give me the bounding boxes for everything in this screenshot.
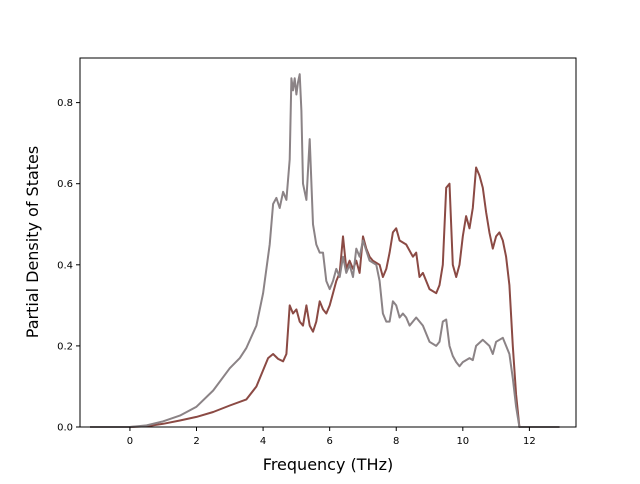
y-axis-label: Partial Density of States [23, 146, 42, 338]
x-tick-label: 4 [260, 436, 266, 447]
x-tick-label: 10 [456, 436, 469, 447]
y-tick-label: 0.2 [57, 341, 73, 352]
series-line-1 [90, 166, 560, 428]
plot-frame [79, 57, 577, 428]
x-axis-ticks: 0 2 4 6 8 10 12 [127, 427, 536, 447]
x-tick-label: 0 [127, 436, 133, 447]
series-line-2 [90, 73, 560, 428]
y-tick-label: 0.4 [57, 260, 73, 271]
x-tick-label: 8 [393, 436, 399, 447]
y-tick-label: 0.8 [57, 98, 73, 109]
y-tick-label: 0.6 [57, 179, 73, 190]
x-tick-label: 6 [326, 436, 332, 447]
y-axis-ticks: 0.0 0.2 0.4 0.6 0.8 [57, 98, 80, 434]
x-tick-label: 12 [523, 436, 536, 447]
y-tick-label: 0.0 [57, 423, 73, 434]
series-layer [90, 73, 560, 428]
x-axis-label: Frequency (THz) [263, 455, 393, 474]
x-tick-label: 2 [193, 436, 199, 447]
